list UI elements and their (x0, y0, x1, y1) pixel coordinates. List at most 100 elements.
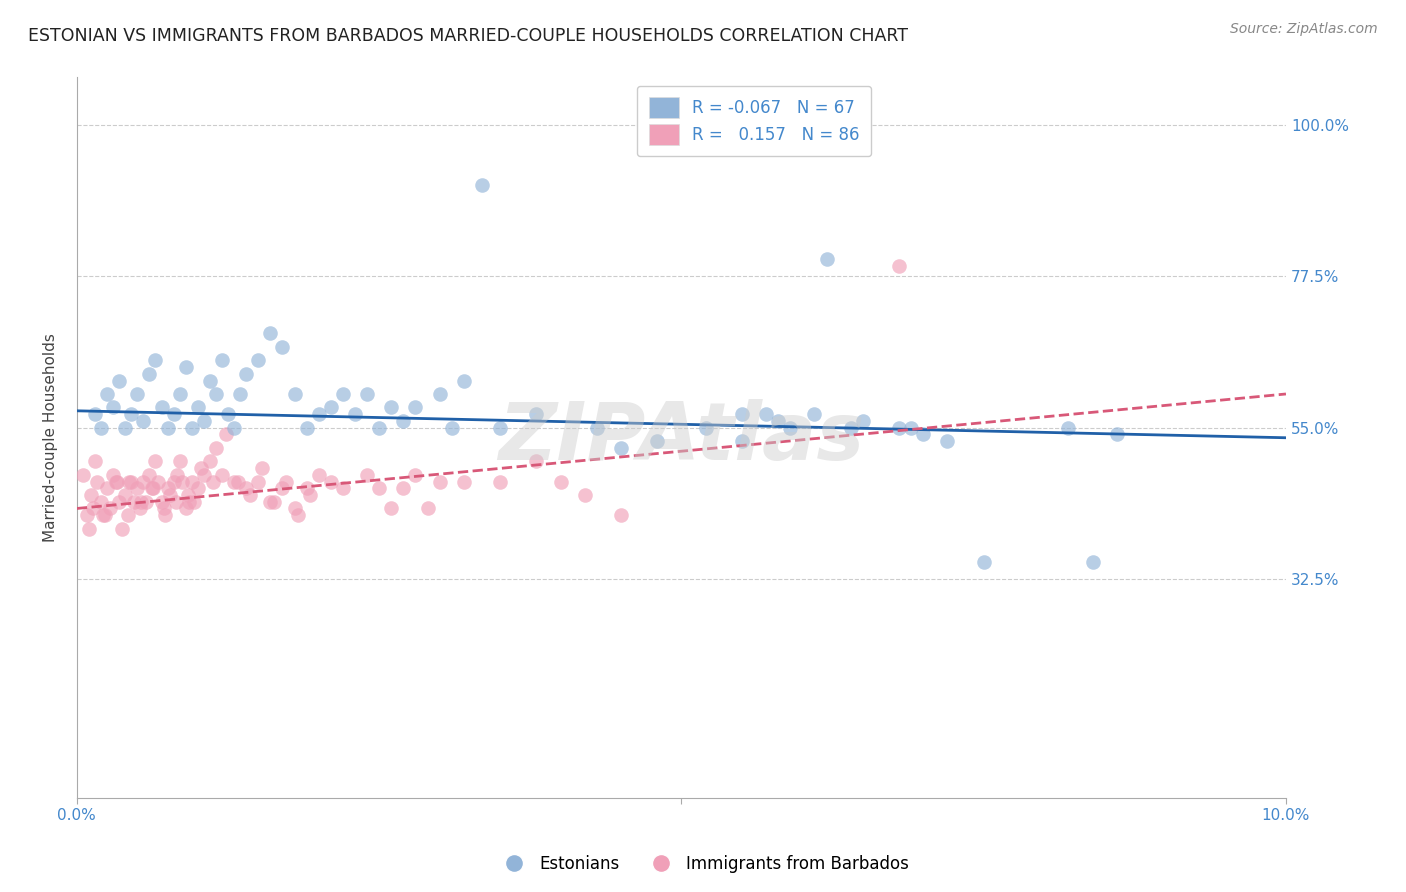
Point (146, 475, 169, 489)
Point (86, 475, 108, 489)
Point (239, 488, 262, 502)
Text: ESTONIAN VS IMMIGRANTS FROM BARBADOS MARRIED-COUPLE HOUSEHOLDS CORRELATION CHART: ESTONIAN VS IMMIGRANTS FROM BARBADOS MAR… (28, 27, 908, 45)
Point (259, 494, 281, 508)
Text: Source: ZipAtlas.com: Source: ZipAtlas.com (1230, 22, 1378, 37)
Point (404, 467, 426, 482)
Point (76, 508, 98, 523)
Point (183, 494, 205, 508)
Point (211, 353, 233, 368)
Point (132, 414, 155, 428)
Point (198, 454, 221, 468)
Point (392, 481, 415, 495)
Point (120, 407, 142, 421)
Point (162, 475, 184, 489)
Point (368, 420, 391, 434)
Point (166, 467, 188, 482)
Point (295, 481, 318, 495)
Point (973, 555, 995, 569)
Point (887, 259, 910, 273)
Point (145, 353, 167, 368)
Point (170, 475, 193, 489)
Point (96, 481, 118, 495)
Point (1105, 427, 1128, 442)
Point (1057, 420, 1080, 434)
Point (93, 508, 115, 523)
Point (84, 454, 107, 468)
Point (90, 420, 112, 434)
Point (610, 508, 633, 523)
Point (179, 494, 201, 508)
Point (308, 407, 330, 421)
Point (142, 481, 165, 495)
Point (936, 434, 959, 449)
Point (779, 420, 801, 434)
Point (392, 414, 415, 428)
Point (211, 467, 233, 482)
Point (343, 407, 366, 421)
Point (263, 494, 285, 508)
Point (153, 501, 176, 516)
Point (193, 414, 215, 428)
Point (250, 461, 273, 475)
Point (332, 387, 354, 401)
Point (839, 420, 862, 434)
Point (190, 461, 212, 475)
Point (138, 367, 160, 381)
Point (169, 454, 191, 468)
Point (440, 420, 463, 434)
Point (177, 488, 200, 502)
Point (368, 481, 391, 495)
Point (159, 488, 181, 502)
Point (165, 494, 187, 508)
Point (128, 501, 150, 516)
Point (198, 374, 221, 388)
Point (235, 367, 257, 381)
Point (108, 494, 131, 508)
Point (82, 501, 104, 516)
Point (114, 488, 136, 502)
Point (127, 481, 149, 495)
Point (900, 420, 922, 434)
Point (610, 441, 633, 455)
Point (645, 434, 668, 449)
Point (162, 407, 184, 421)
Point (135, 494, 157, 508)
Point (489, 475, 512, 489)
Point (90, 494, 112, 508)
Point (226, 475, 249, 489)
Point (356, 387, 378, 401)
Point (585, 420, 607, 434)
Point (174, 501, 197, 516)
Point (180, 420, 202, 434)
Point (471, 178, 494, 193)
Point (295, 420, 318, 434)
Point (108, 374, 131, 388)
Point (129, 494, 152, 508)
Point (156, 481, 179, 495)
Point (380, 401, 402, 415)
Point (114, 420, 136, 434)
Point (156, 420, 179, 434)
Point (193, 467, 215, 482)
Point (332, 481, 354, 495)
Point (550, 475, 572, 489)
Point (222, 420, 245, 434)
Point (229, 387, 252, 401)
Point (404, 401, 426, 415)
Point (205, 441, 228, 455)
Point (247, 353, 270, 368)
Point (117, 508, 139, 523)
Point (235, 481, 257, 495)
Point (101, 467, 124, 482)
Point (222, 475, 245, 489)
Point (319, 401, 342, 415)
Point (104, 475, 127, 489)
Point (150, 494, 173, 508)
Point (77, 522, 100, 536)
Point (122, 494, 145, 508)
Point (187, 481, 209, 495)
Point (101, 401, 124, 415)
Point (84, 407, 107, 421)
Point (98, 501, 121, 516)
Point (271, 481, 294, 495)
